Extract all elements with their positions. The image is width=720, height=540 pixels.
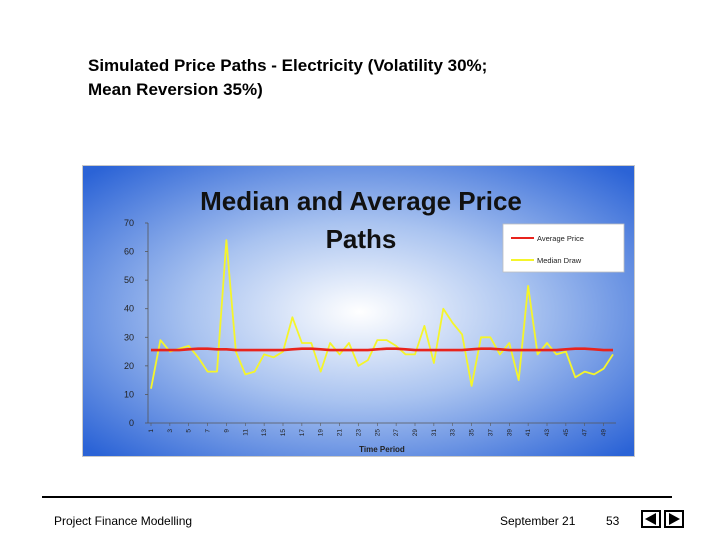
y-tick-label: 70 bbox=[124, 218, 134, 228]
x-tick-label: 25 bbox=[374, 429, 381, 437]
x-tick-label: 41 bbox=[525, 429, 532, 437]
x-tick-label: 43 bbox=[544, 429, 551, 437]
x-tick-label: 13 bbox=[261, 429, 268, 437]
slide-title: Simulated Price Paths - Electricity (Vol… bbox=[88, 54, 608, 102]
x-tick-label: 49 bbox=[601, 429, 608, 437]
footer-divider bbox=[42, 496, 672, 498]
page-number: 53 bbox=[606, 514, 620, 528]
y-tick-label: 60 bbox=[124, 247, 134, 257]
chart-background bbox=[83, 166, 634, 456]
x-tick-label: 39 bbox=[506, 429, 513, 437]
footer-course-title: Project Finance Modelling bbox=[54, 514, 193, 528]
y-tick-label: 0 bbox=[129, 418, 134, 428]
y-tick-label: 50 bbox=[124, 275, 134, 285]
legend-label-average: Average Price bbox=[537, 234, 584, 243]
slide-title-line2: Mean Reversion 35%) bbox=[88, 80, 263, 99]
x-tick-label: 29 bbox=[412, 429, 419, 437]
x-tick-label: 47 bbox=[582, 429, 589, 437]
x-tick-label: 5 bbox=[186, 429, 193, 433]
x-tick-label: 37 bbox=[487, 429, 494, 437]
x-tick-label: 11 bbox=[242, 429, 249, 436]
x-tick-label: 3 bbox=[167, 429, 174, 433]
legend-label-median: Median Draw bbox=[537, 256, 582, 265]
x-tick-label: 31 bbox=[431, 429, 438, 437]
x-tick-label: 45 bbox=[563, 429, 570, 437]
y-tick-label: 10 bbox=[124, 389, 134, 399]
x-tick-label: 19 bbox=[318, 429, 325, 437]
x-tick-label: 27 bbox=[393, 429, 400, 437]
triangle-right-icon bbox=[669, 513, 680, 525]
y-tick-label: 20 bbox=[124, 361, 134, 371]
series-line-average-price bbox=[151, 347, 613, 352]
x-tick-label: 1 bbox=[148, 429, 155, 433]
x-axis-label: Time Period bbox=[359, 445, 405, 454]
chart-frame: 0 10 20 30 40 50 60 70 1 3 5 7 9 11 13 15 17 19 21 23 25 27 29… bbox=[82, 165, 635, 457]
chart-title-line2: Paths bbox=[326, 224, 397, 254]
legend-box bbox=[502, 223, 625, 273]
x-tick-label: 33 bbox=[450, 429, 457, 437]
x-tick-label: 21 bbox=[337, 429, 344, 437]
x-tick-label: 15 bbox=[280, 429, 287, 437]
previous-slide-button[interactable] bbox=[641, 510, 661, 528]
y-tick-label: 40 bbox=[124, 304, 134, 314]
x-tick-label: 7 bbox=[205, 429, 212, 433]
footer-date: September 21 bbox=[500, 514, 576, 528]
x-tick-label: 23 bbox=[355, 429, 362, 437]
series-line-median-draw bbox=[150, 239, 614, 389]
chart-title-line1: Median and Average Price bbox=[200, 186, 522, 216]
x-tick-label: 35 bbox=[469, 429, 476, 437]
triangle-left-icon bbox=[645, 513, 656, 525]
chart-legend: Average Price Median Draw bbox=[502, 223, 625, 273]
next-slide-button[interactable] bbox=[664, 510, 684, 528]
y-tick-label: 30 bbox=[124, 332, 134, 342]
x-tick-label: 17 bbox=[299, 429, 306, 437]
x-tick-label: 9 bbox=[223, 429, 230, 433]
slide-title-line1: Simulated Price Paths - Electricity (Vol… bbox=[88, 56, 488, 75]
